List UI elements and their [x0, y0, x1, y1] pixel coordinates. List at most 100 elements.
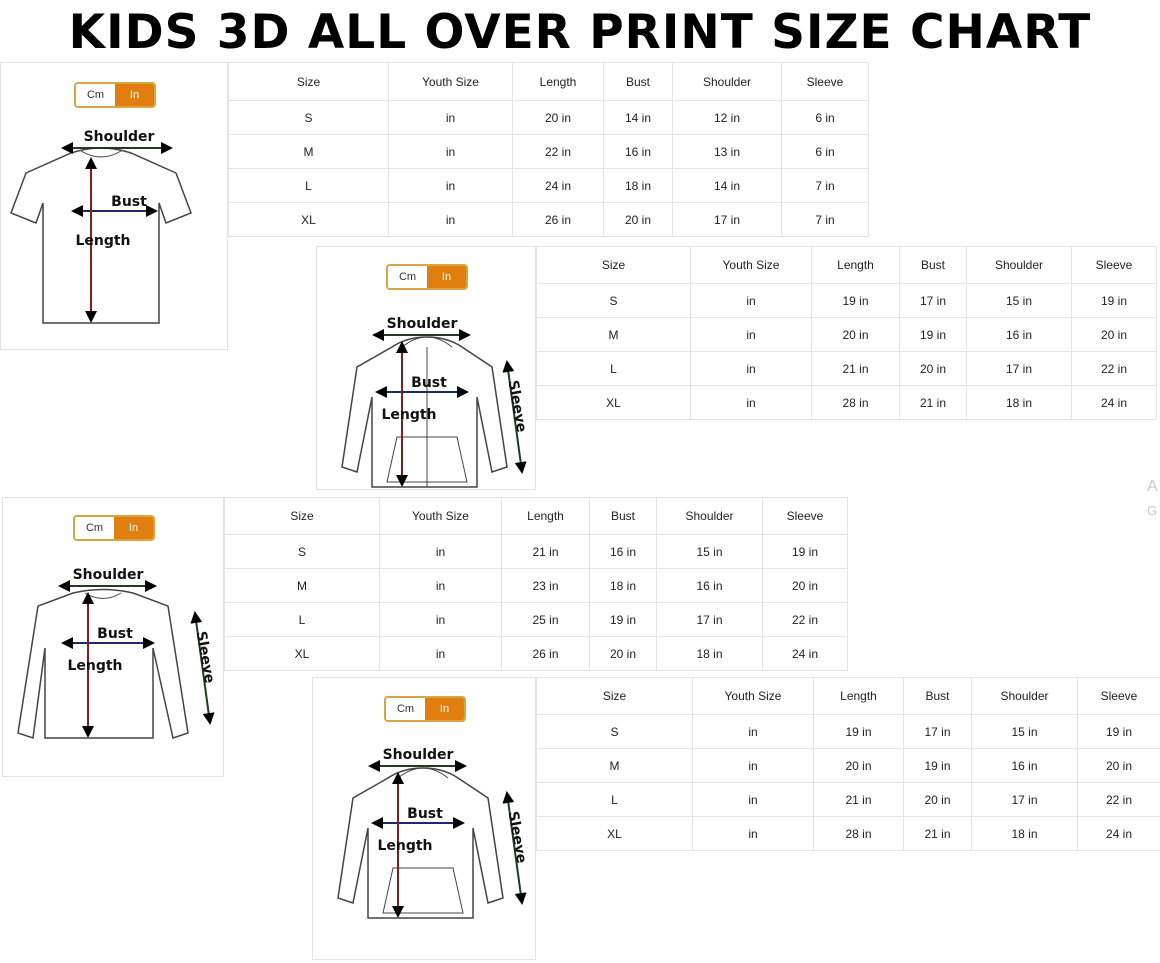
table-cell: in: [379, 602, 502, 637]
table-cell: 19 in: [899, 317, 967, 352]
unit-cm-button[interactable]: Cm: [386, 698, 425, 720]
table-cell: in: [388, 168, 513, 203]
table-cell: 13 in: [672, 134, 782, 169]
table-cell: S: [536, 283, 691, 318]
unit-toggle[interactable]: Cm In: [384, 696, 466, 722]
bust-label: Bust: [111, 194, 147, 210]
table-cell: M: [536, 748, 693, 783]
table-cell: 22 in: [512, 134, 604, 169]
column-header: Shoulder: [966, 246, 1072, 284]
table-header-row: Size Youth Size Length Bust Shoulder Sleeve: [536, 246, 1157, 284]
column-header: Youth Size: [692, 677, 814, 715]
column-header: Length: [811, 246, 900, 284]
table-cell: 25 in: [501, 602, 590, 637]
table-cell: 18 in: [966, 385, 1072, 420]
column-header: Sleeve: [1071, 246, 1157, 284]
unit-in-button[interactable]: In: [114, 517, 153, 539]
table-cell: 15 in: [656, 534, 763, 569]
table-cell: 18 in: [589, 568, 657, 603]
table-cell: L: [536, 782, 693, 817]
table-cell: 24 in: [512, 168, 604, 203]
table-cell: 18 in: [971, 816, 1078, 851]
table-cell: in: [388, 100, 513, 135]
table-cell: M: [224, 568, 380, 603]
column-header: Size: [536, 246, 691, 284]
table-cell: S: [224, 534, 380, 569]
table-header-row: Size Youth Size Length Bust Shoulder Sleeve: [536, 677, 1160, 715]
pullover-hoodie-illustration: Shoulder Bust Length Sleeve: [337, 747, 529, 919]
column-header: Sleeve: [1077, 677, 1160, 715]
shoulder-label: Shoulder: [383, 747, 454, 763]
table-cell: 20 in: [903, 782, 972, 817]
unit-toggle[interactable]: Cm In: [74, 82, 156, 108]
zip-hoodie-illustration: Shoulder Bust Length Sleeve: [341, 316, 530, 488]
unit-toggle[interactable]: Cm In: [73, 515, 155, 541]
table-cell: 16 in: [589, 534, 657, 569]
table-cell: 17 in: [672, 202, 782, 237]
bust-label: Bust: [411, 375, 447, 391]
page-title: KIDS 3D ALL OVER PRINT SIZE CHART: [68, 5, 1092, 60]
table-cell: 20 in: [762, 568, 848, 603]
table-cell: 19 in: [811, 283, 900, 318]
table-cell: in: [690, 351, 812, 386]
table-cell: 19 in: [813, 714, 904, 749]
table-cell: 7 in: [781, 202, 869, 237]
table-cell: 24 in: [1077, 816, 1160, 851]
table-cell: 24 in: [762, 636, 848, 671]
watermark-text: G: [1147, 503, 1158, 518]
column-header: Size: [224, 497, 380, 535]
table-cell: 20 in: [1077, 748, 1160, 783]
table-cell: 16 in: [656, 568, 763, 603]
unit-in-button[interactable]: In: [115, 84, 154, 106]
unit-cm-button[interactable]: Cm: [75, 517, 114, 539]
table-cell: 15 in: [971, 714, 1078, 749]
column-header: Sleeve: [781, 62, 869, 101]
unit-in-button[interactable]: In: [425, 698, 464, 720]
table-cell: 20 in: [1071, 317, 1157, 352]
table-cell: L: [224, 602, 380, 637]
pullover-hoodie-diagram-panel: Shoulder Bust Length Sleeve Cm In: [312, 677, 536, 960]
column-header: Shoulder: [971, 677, 1078, 715]
sleeve-arrow: [502, 791, 527, 905]
table-cell: 23 in: [501, 568, 590, 603]
table-row: XL in 28 in 21 in 18 in 24 in: [536, 816, 1160, 851]
table-cell: 21 in: [811, 351, 900, 386]
column-header: Bust: [603, 62, 673, 101]
zip-hoodie-diagram-panel: Shoulder Bust Length Sleeve Cm In: [316, 246, 536, 490]
sleeve-label: Sleeve: [505, 379, 530, 433]
unit-cm-button[interactable]: Cm: [76, 84, 115, 106]
unit-toggle[interactable]: Cm In: [386, 264, 468, 290]
table-cell: 16 in: [603, 134, 673, 169]
table-cell: XL: [536, 385, 691, 420]
table-cell: 14 in: [672, 168, 782, 203]
table-cell: 20 in: [589, 636, 657, 671]
table-cell: in: [692, 816, 814, 851]
unit-cm-button[interactable]: Cm: [388, 266, 427, 288]
column-header: Bust: [589, 497, 657, 535]
table-cell: M: [536, 317, 691, 352]
table-cell: in: [388, 134, 513, 169]
table-cell: 20 in: [811, 317, 900, 352]
sleeve-label: Sleeve: [193, 630, 218, 684]
unit-in-button[interactable]: In: [427, 266, 466, 288]
table-cell: 17 in: [903, 714, 972, 749]
table-cell: 6 in: [781, 134, 869, 169]
table-cell: in: [692, 748, 814, 783]
table-cell: 22 in: [1071, 351, 1157, 386]
table-cell: 21 in: [903, 816, 972, 851]
table-cell: S: [536, 714, 693, 749]
table-cell: in: [692, 782, 814, 817]
table-cell: 18 in: [603, 168, 673, 203]
sleeve-arrow: [190, 611, 215, 725]
table-cell: 20 in: [813, 748, 904, 783]
table-cell: 19 in: [589, 602, 657, 637]
table-cell: XL: [536, 816, 693, 851]
column-header: Length: [512, 62, 604, 101]
table-cell: 18 in: [656, 636, 763, 671]
